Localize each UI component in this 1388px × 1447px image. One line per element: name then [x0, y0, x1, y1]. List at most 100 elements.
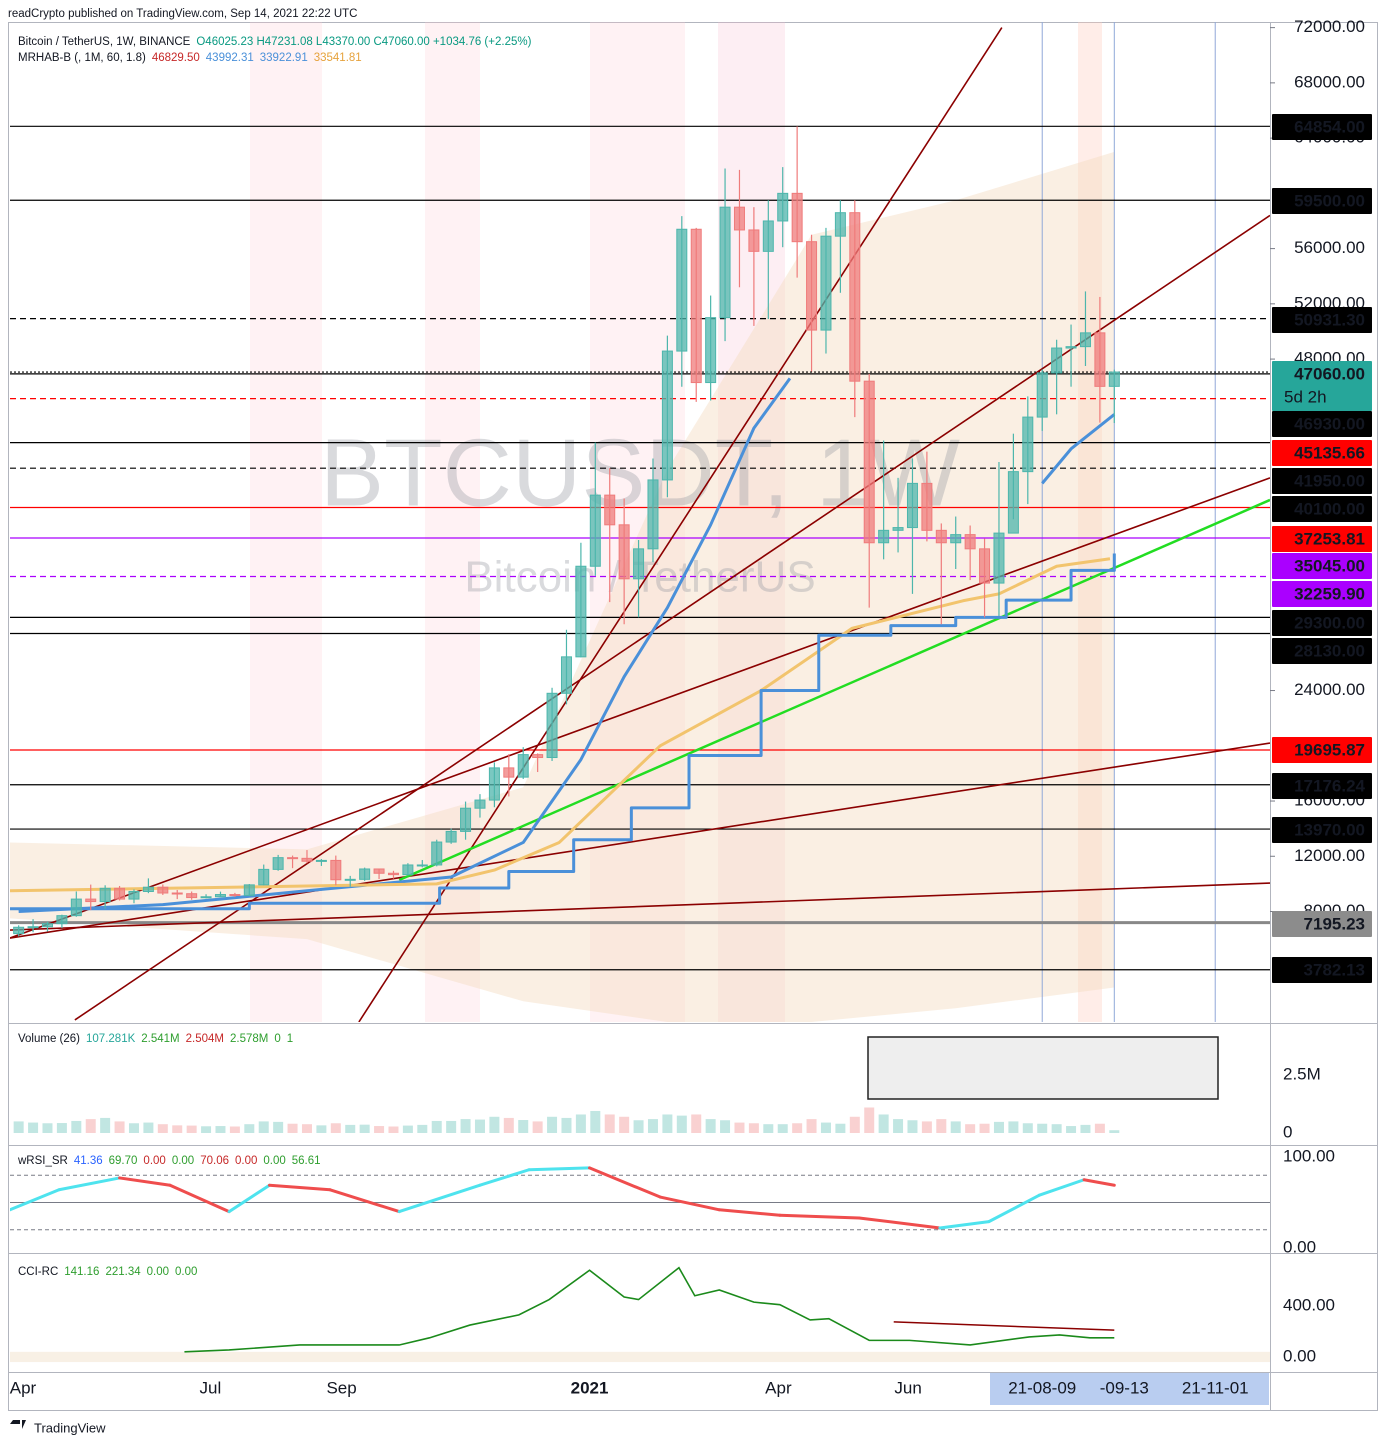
volume-bar: [1022, 1123, 1033, 1133]
volume-bar: [705, 1119, 716, 1133]
volume-bar: [1066, 1126, 1077, 1133]
legend-text: 33541.81: [314, 52, 362, 64]
volume-bar: [201, 1126, 212, 1133]
candle-body: [56, 915, 68, 925]
y-tick-label: 24000.00: [1294, 680, 1365, 699]
volume-bar: [489, 1116, 500, 1133]
volume-bar: [878, 1114, 889, 1133]
legend-text: 0: [274, 1033, 280, 1045]
y-tick-label: 400.00: [1283, 1295, 1335, 1314]
legend-text: 0.00: [235, 1155, 257, 1167]
candle-body: [488, 767, 500, 801]
candle-body: [13, 926, 25, 935]
candle-body: [820, 235, 832, 331]
selection-box: [867, 1036, 1219, 1100]
candle-body: [777, 192, 789, 222]
volume-bar: [979, 1123, 990, 1133]
volume-bar: [1008, 1121, 1019, 1133]
volume-bar: [518, 1120, 529, 1133]
candle-body: [863, 380, 875, 544]
volume-bar: [172, 1125, 183, 1133]
volume-bar: [374, 1126, 385, 1133]
candle-body: [1108, 371, 1120, 387]
candle-body: [70, 898, 82, 917]
volume-bar: [42, 1123, 53, 1133]
candle-body: [41, 923, 53, 928]
price-label-box: [1272, 440, 1372, 466]
indicator-line: [18, 377, 1116, 914]
legend-text: 1: [287, 1033, 293, 1045]
legend-text: 69.70: [109, 1155, 138, 1167]
legend-text: 0.00: [147, 1266, 169, 1278]
volume-bar: [575, 1114, 586, 1133]
rsi-segment: [10, 1188, 61, 1212]
legend-text: 56.61: [292, 1155, 321, 1167]
legend-text: 70.06: [200, 1155, 229, 1167]
price-label: 3782.13: [1304, 960, 1365, 979]
price-label: 28130.00: [1294, 641, 1365, 660]
price-label-box: [1272, 307, 1372, 333]
price-label-box: [1272, 468, 1372, 494]
volume-bar: [388, 1126, 399, 1133]
highlight: [1078, 22, 1102, 1022]
volume-bar: [157, 1124, 168, 1133]
candle-body: [445, 830, 457, 843]
volume-bar: [936, 1119, 947, 1133]
volume-bar: [56, 1123, 67, 1133]
candle-body: [618, 524, 630, 580]
candle-body: [359, 868, 371, 880]
price-label-box: [1272, 114, 1372, 140]
price-label-box: [1272, 957, 1372, 983]
candle-body: [935, 529, 947, 544]
candle-body: [330, 859, 342, 881]
x-tick-label: Sep: [326, 1378, 356, 1397]
envelope: [10, 151, 1115, 1022]
volume-bar: [186, 1125, 197, 1133]
legends: Bitcoin / TetherUS, 1W, BINANCE O46025.23…: [17, 36, 532, 1278]
price-label-box: [1272, 737, 1372, 763]
x-tick-label: 2021: [571, 1378, 609, 1397]
volume-bar: [820, 1122, 831, 1133]
candle-body: [993, 532, 1005, 584]
volume-pane: [13, 1107, 1120, 1133]
candle-body: [243, 884, 255, 896]
candle-body: [546, 692, 558, 759]
volume-bar: [431, 1120, 442, 1133]
range-box: [990, 1373, 1269, 1405]
indicator-line: [10, 553, 1116, 911]
y-tick-label: 0: [1283, 1122, 1292, 1141]
volume-bar: [734, 1122, 745, 1133]
legend-text: 107.281K: [86, 1033, 136, 1045]
volume-bar: [402, 1125, 413, 1133]
candle-body: [85, 898, 97, 903]
price-label-box: [1272, 188, 1372, 214]
price-label-box: [1272, 526, 1372, 552]
legend-text: 2.504M: [186, 1033, 224, 1045]
rsi-segment: [717, 1208, 782, 1217]
price-label: 41950.00: [1294, 471, 1365, 490]
candle-body: [979, 548, 991, 584]
pane-separators: [8, 22, 1378, 1410]
range-tick-label: -09-13: [1100, 1378, 1149, 1397]
candle-body: [762, 220, 774, 252]
volume-bar: [143, 1122, 154, 1133]
range-tick-label: 21-11-01: [1182, 1378, 1249, 1397]
volume-bar: [604, 1114, 615, 1133]
price-label: 13970.00: [1294, 820, 1365, 839]
volume-bar: [258, 1121, 269, 1133]
candle-body: [416, 864, 428, 867]
legend-text: 0.00: [175, 1266, 197, 1278]
volume-bar: [417, 1124, 428, 1133]
volume-bar: [792, 1123, 803, 1133]
publisher: readCrypto published on TradingView.com,…: [8, 8, 357, 20]
volume-bar: [446, 1120, 457, 1133]
tv-logo: [10, 1420, 26, 1429]
axes: 72000.0068000.0064000.0056000.0052000.00…: [10, 17, 1372, 1397]
volume-bar: [28, 1122, 39, 1133]
candle-body: [229, 894, 241, 897]
volume-bar: [547, 1116, 558, 1133]
rsi-segment: [227, 1183, 271, 1214]
volume-bar: [893, 1119, 904, 1133]
price-label: 29300.00: [1294, 613, 1365, 632]
x-tick-label: Jun: [894, 1378, 921, 1397]
